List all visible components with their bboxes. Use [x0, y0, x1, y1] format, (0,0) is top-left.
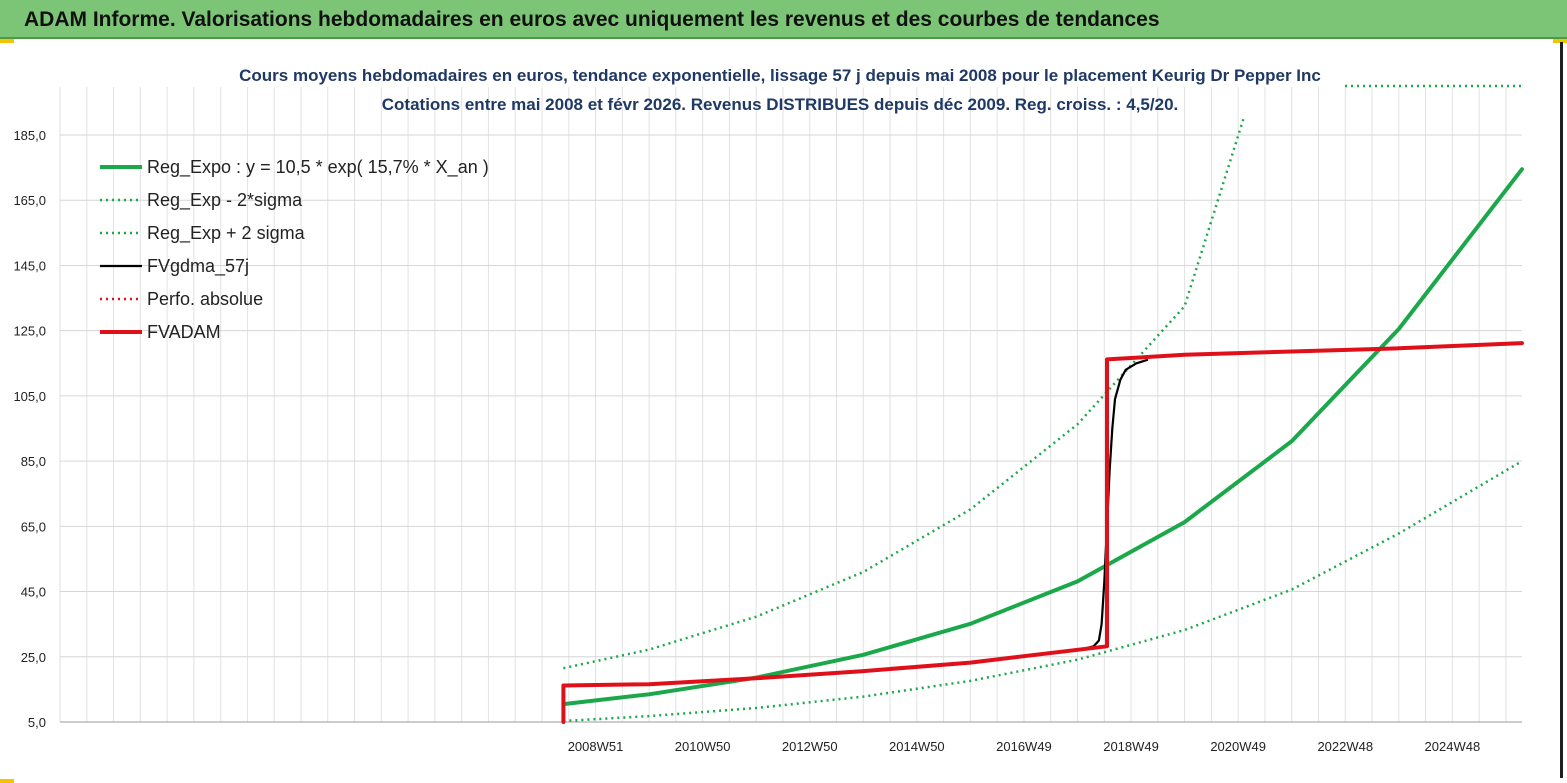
y-tick-labels: 5,0 25,0 45,0 65,0 85,0 105,0 125,0 145,0 165,0 1…: [13, 128, 46, 730]
y-tick-label: 45,0: [21, 585, 46, 600]
y-tick-label: 125,0: [13, 324, 46, 339]
legend-label: Perfo. absolue: [147, 289, 263, 309]
series-line-0: [561, 167, 1524, 707]
y-tick-label: 5,0: [28, 715, 46, 730]
y-tick-label: 145,0: [13, 258, 46, 273]
corner-mark-right: [1553, 39, 1567, 43]
legend-label: FVADAM: [147, 322, 221, 342]
legend-label: Reg_Expo : y = 10,5 * exp( 15,7% * X_an …: [147, 157, 489, 178]
series-line-1: [563, 460, 1523, 723]
series-line-5: [561, 341, 1524, 724]
y-tick-label: 185,0: [13, 128, 46, 143]
x-tick-label: 2024W48: [1425, 739, 1481, 754]
legend-label: FVgdma_57j: [147, 256, 249, 277]
x-tick-labels: 2008W51 2010W50 2012W50 2014W50 2016W49 2018W…: [568, 739, 1481, 754]
x-tick-label: 2016W49: [996, 739, 1052, 754]
x-tick-label: 2012W50: [782, 739, 838, 754]
corner-mark-bottom-left: [0, 779, 14, 783]
horizontal-grid: [60, 134, 1522, 723]
x-tick-label: 2014W50: [889, 739, 945, 754]
series-layer: [561, 118, 1524, 724]
x-tick-label: 2018W49: [1103, 739, 1159, 754]
chart: 5,0 25,0 45,0 65,0 85,0 105,0 125,0 145,0 165,0 1…: [13, 66, 1524, 754]
corner-mark-left: [0, 39, 14, 43]
y-tick-label: 85,0: [21, 454, 46, 469]
x-tick-label: 2008W51: [568, 739, 624, 754]
frame-right-edge: [1560, 42, 1563, 778]
series-line-2: [563, 118, 1245, 670]
x-tick-label: 2020W49: [1210, 739, 1266, 754]
chart-subtitle: Cotations entre mai 2008 et févr 2026. R…: [382, 95, 1179, 114]
y-tick-label: 165,0: [13, 193, 46, 208]
x-tick-label: 2010W50: [675, 739, 731, 754]
y-tick-label: 25,0: [21, 650, 46, 665]
plot-background: [60, 87, 1522, 727]
chart-title: Cours moyens hebdomadaires en euros, ten…: [239, 66, 1321, 85]
y-tick-label: 105,0: [13, 389, 46, 404]
x-tick-label: 2022W48: [1317, 739, 1373, 754]
report-title: ADAM Informe. Valorisations hebdomadaire…: [24, 8, 1160, 31]
y-tick-label: 65,0: [21, 519, 46, 534]
legend: Reg_Expo : y = 10,5 * exp( 15,7% * X_an …: [100, 157, 489, 342]
report-banner: ADAM Informe. Valorisations hebdomadaire…: [0, 0, 1567, 39]
legend-label: Reg_Exp + 2 sigma: [147, 223, 306, 244]
vertical-grid: [59, 87, 1507, 722]
legend-label: Reg_Exp - 2*sigma: [147, 190, 303, 211]
